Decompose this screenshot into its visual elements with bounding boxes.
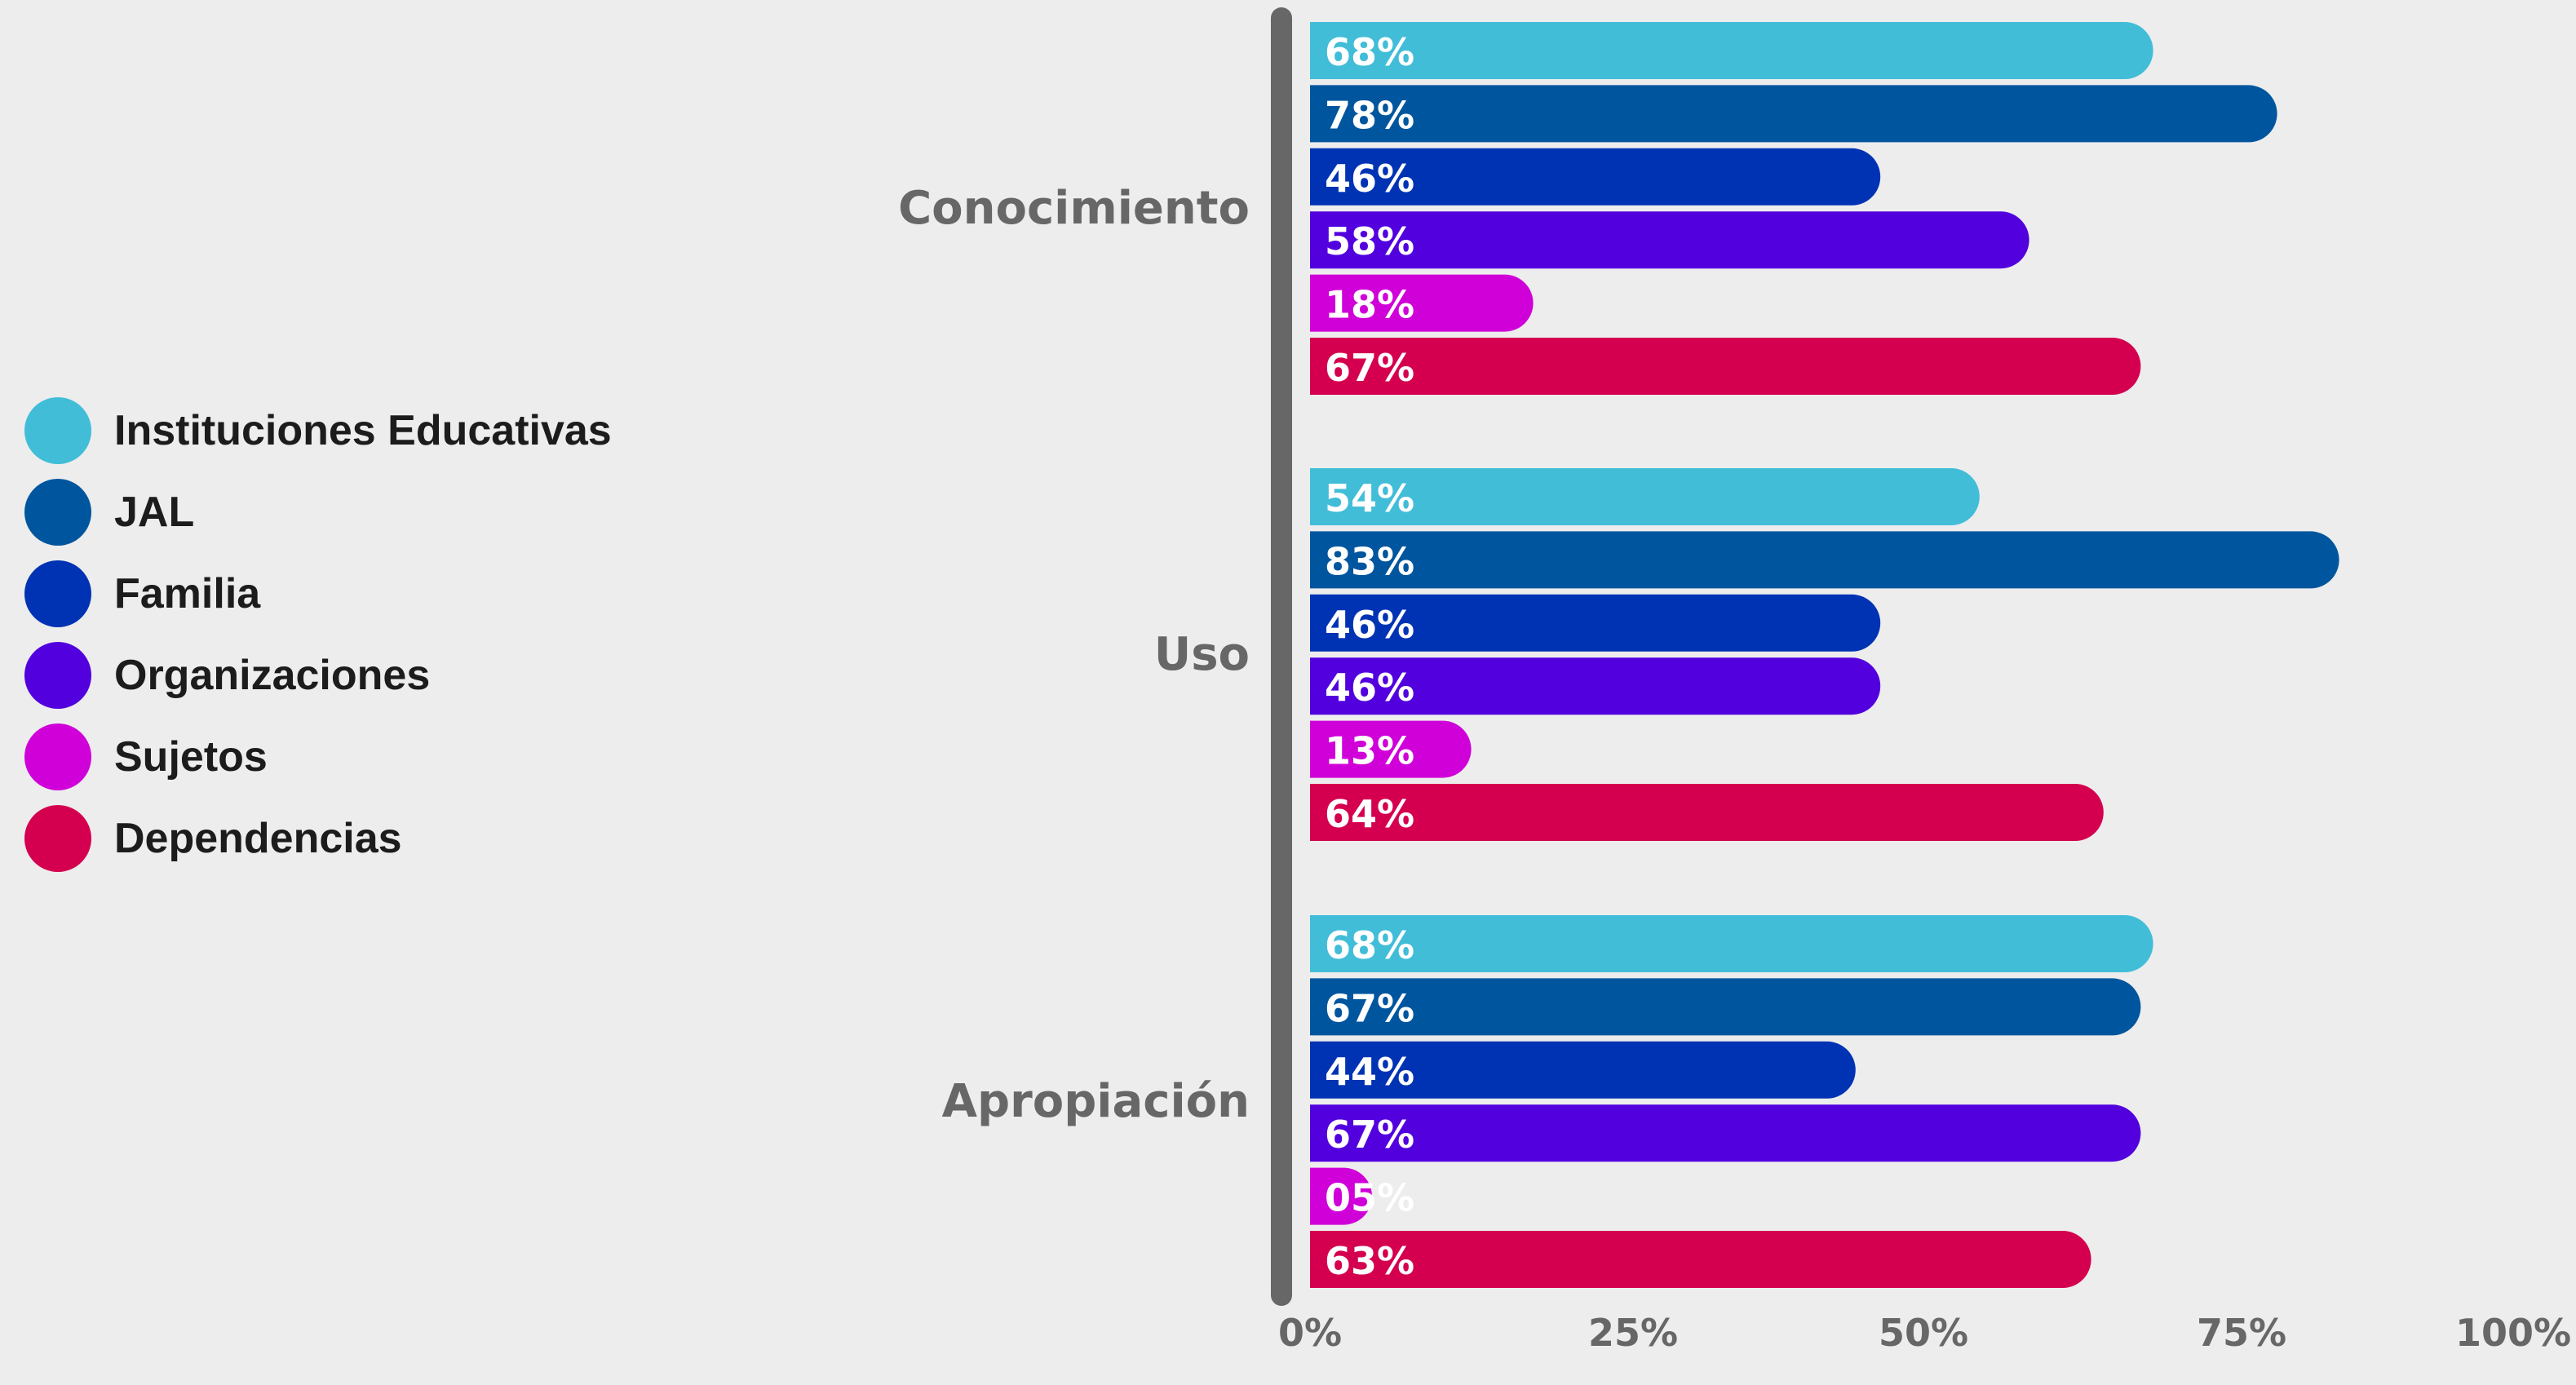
bar-apropiacion-instituciones-educativas	[1310, 915, 2153, 972]
bar-value-label: 58%	[1325, 219, 1414, 263]
bar-value-label: 63%	[1325, 1239, 1414, 1283]
bar-value-label: 18%	[1325, 283, 1414, 327]
bar-apropiacion-jal	[1310, 978, 2141, 1036]
bar-value-label: 44%	[1325, 1050, 1414, 1094]
legend-label: JAL	[114, 489, 195, 536]
bar-value-label: 67%	[1325, 346, 1414, 390]
legend-item-familia: Familia	[24, 553, 612, 635]
bar-value-label: 64%	[1325, 792, 1414, 836]
legend-item-organizaciones: Organizaciones	[24, 635, 612, 716]
x-tick-label: 75%	[2197, 1311, 2286, 1355]
bar-value-label: 05%	[1325, 1176, 1414, 1220]
legend-swatch	[24, 397, 91, 464]
bar-uso-dependencias	[1310, 784, 2104, 841]
bar-value-label: 78%	[1325, 93, 1414, 137]
legend-item-instituciones-educativas: Instituciones Educativas	[24, 390, 612, 471]
bar-value-label: 68%	[1325, 30, 1414, 74]
bar-value-label: 67%	[1325, 986, 1414, 1030]
bar-uso-jal	[1310, 531, 2339, 589]
legend-label: Sujetos	[114, 733, 268, 781]
bar-uso-sujetos	[1310, 720, 1472, 778]
legend-label: Familia	[114, 570, 261, 617]
x-tick-label: 50%	[1879, 1311, 1968, 1355]
legend-item-sujetos: Sujetos	[24, 716, 612, 798]
category-label-conocimiento: Conocimiento	[898, 182, 1250, 235]
bar-apropiacion-organizaciones	[1310, 1104, 2141, 1162]
bar-value-label: 46%	[1325, 157, 1414, 201]
legend: Instituciones Educativas JAL Familia Organi…	[24, 390, 612, 879]
legend-label: Organizaciones	[114, 652, 431, 699]
bar-value-label: 13%	[1325, 729, 1414, 773]
legend-label: Dependencias	[114, 815, 402, 862]
legend-swatch	[24, 560, 91, 627]
x-tick-label: 100%	[2455, 1311, 2571, 1355]
category-label-apropiacion: Apropiación	[942, 1075, 1250, 1128]
legend-swatch	[24, 723, 91, 790]
bar-value-label: 67%	[1325, 1113, 1414, 1157]
bar-conocimiento-instituciones-educativas	[1310, 22, 2153, 79]
legend-label: Instituciones Educativas	[114, 407, 612, 454]
legend-item-dependencias: Dependencias	[24, 798, 612, 879]
bar-value-label: 54%	[1325, 476, 1414, 520]
bar-uso-familia	[1310, 594, 1881, 652]
bar-apropiacion-familia	[1310, 1041, 1856, 1099]
bar-apropiacion-sujetos	[1310, 1167, 1372, 1225]
legend-swatch	[24, 805, 91, 872]
bar-value-label: 68%	[1325, 923, 1414, 967]
bar-apropiacion-dependencias	[1310, 1231, 2091, 1288]
category-label-uso: Uso	[1154, 628, 1250, 681]
legend-swatch	[24, 479, 91, 546]
legend-swatch	[24, 642, 91, 709]
x-tick-label: 0%	[1278, 1311, 1342, 1355]
bar-uso-organizaciones	[1310, 657, 1881, 715]
bar-value-label: 83%	[1325, 539, 1414, 583]
legend-item-jal: JAL	[24, 471, 612, 553]
bar-value-label: 46%	[1325, 666, 1414, 710]
bar-uso-instituciones-educativas	[1310, 468, 1980, 525]
bar-conocimiento-organizaciones	[1310, 211, 2029, 269]
bar-conocimiento-jal	[1310, 85, 2277, 143]
bar-conocimiento-dependencias	[1310, 338, 2141, 395]
bar-conocimiento-sujetos	[1310, 274, 1534, 332]
bar-conocimiento-familia	[1310, 148, 1881, 206]
bar-value-label: 46%	[1325, 603, 1414, 647]
x-tick-label: 25%	[1588, 1311, 1678, 1355]
